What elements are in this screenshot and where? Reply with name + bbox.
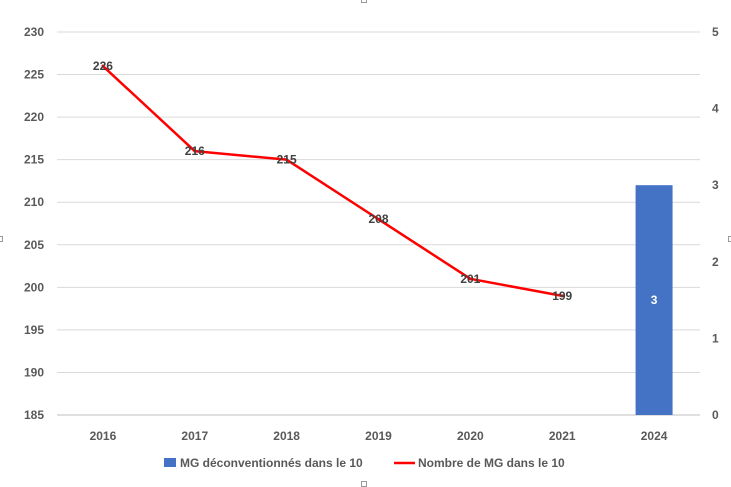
y-left-tick-label: 230 bbox=[24, 25, 44, 39]
y-left-tick-label: 185 bbox=[24, 408, 44, 422]
line-point[interactable] bbox=[101, 64, 105, 68]
x-tick-label: 2020 bbox=[457, 429, 484, 443]
bar[interactable] bbox=[635, 185, 673, 415]
resize-handle-top[interactable] bbox=[361, 0, 367, 3]
y-right-tick-label: 5 bbox=[712, 25, 719, 39]
y-left-tick-label: 190 bbox=[24, 365, 44, 379]
y-right-tick-label: 2 bbox=[712, 255, 719, 269]
line-data-label: 226 bbox=[93, 59, 113, 73]
line-point[interactable] bbox=[193, 149, 197, 153]
y-right-tick-label: 1 bbox=[712, 331, 719, 345]
line-data-label: 199 bbox=[552, 289, 572, 303]
y-right-tick-label: 4 bbox=[712, 102, 719, 116]
x-tick-label: 2024 bbox=[641, 429, 668, 443]
y-left-tick-label: 225 bbox=[24, 68, 44, 82]
line-data-label: 215 bbox=[277, 153, 297, 167]
line-data-label: 208 bbox=[368, 212, 388, 226]
x-tick-label: 2019 bbox=[365, 429, 392, 443]
line-point[interactable] bbox=[560, 294, 564, 298]
line-data-label: 201 bbox=[460, 272, 480, 286]
legend-label-line: Nombre de MG dans le 10 bbox=[418, 456, 565, 470]
x-tick-label: 2016 bbox=[90, 429, 117, 443]
line-point[interactable] bbox=[468, 277, 472, 281]
y-left-tick-label: 215 bbox=[24, 153, 44, 167]
y-right-tick-label: 3 bbox=[712, 178, 719, 192]
y-left-tick-label: 210 bbox=[24, 195, 44, 209]
y-left-tick-label: 200 bbox=[24, 280, 44, 294]
line-point[interactable] bbox=[285, 158, 289, 162]
legend-swatch-bar bbox=[164, 458, 176, 467]
resize-handle-left[interactable] bbox=[0, 236, 3, 242]
y-left-tick-label: 205 bbox=[24, 238, 44, 252]
x-tick-label: 2017 bbox=[181, 429, 208, 443]
line-point[interactable] bbox=[377, 217, 380, 221]
resize-handle-right[interactable] bbox=[728, 236, 731, 242]
y-left-tick-label: 195 bbox=[24, 323, 44, 337]
legend-label-bar: MG déconventionnés dans le 10 bbox=[180, 456, 363, 470]
y-right-tick-label: 0 bbox=[712, 408, 719, 422]
bar-data-label: 3 bbox=[651, 293, 658, 307]
line-data-label: 216 bbox=[185, 144, 205, 158]
x-tick-label: 2018 bbox=[273, 429, 300, 443]
x-tick-label: 2021 bbox=[549, 429, 576, 443]
y-left-tick-label: 220 bbox=[24, 110, 44, 124]
line-series[interactable] bbox=[102, 65, 563, 298]
